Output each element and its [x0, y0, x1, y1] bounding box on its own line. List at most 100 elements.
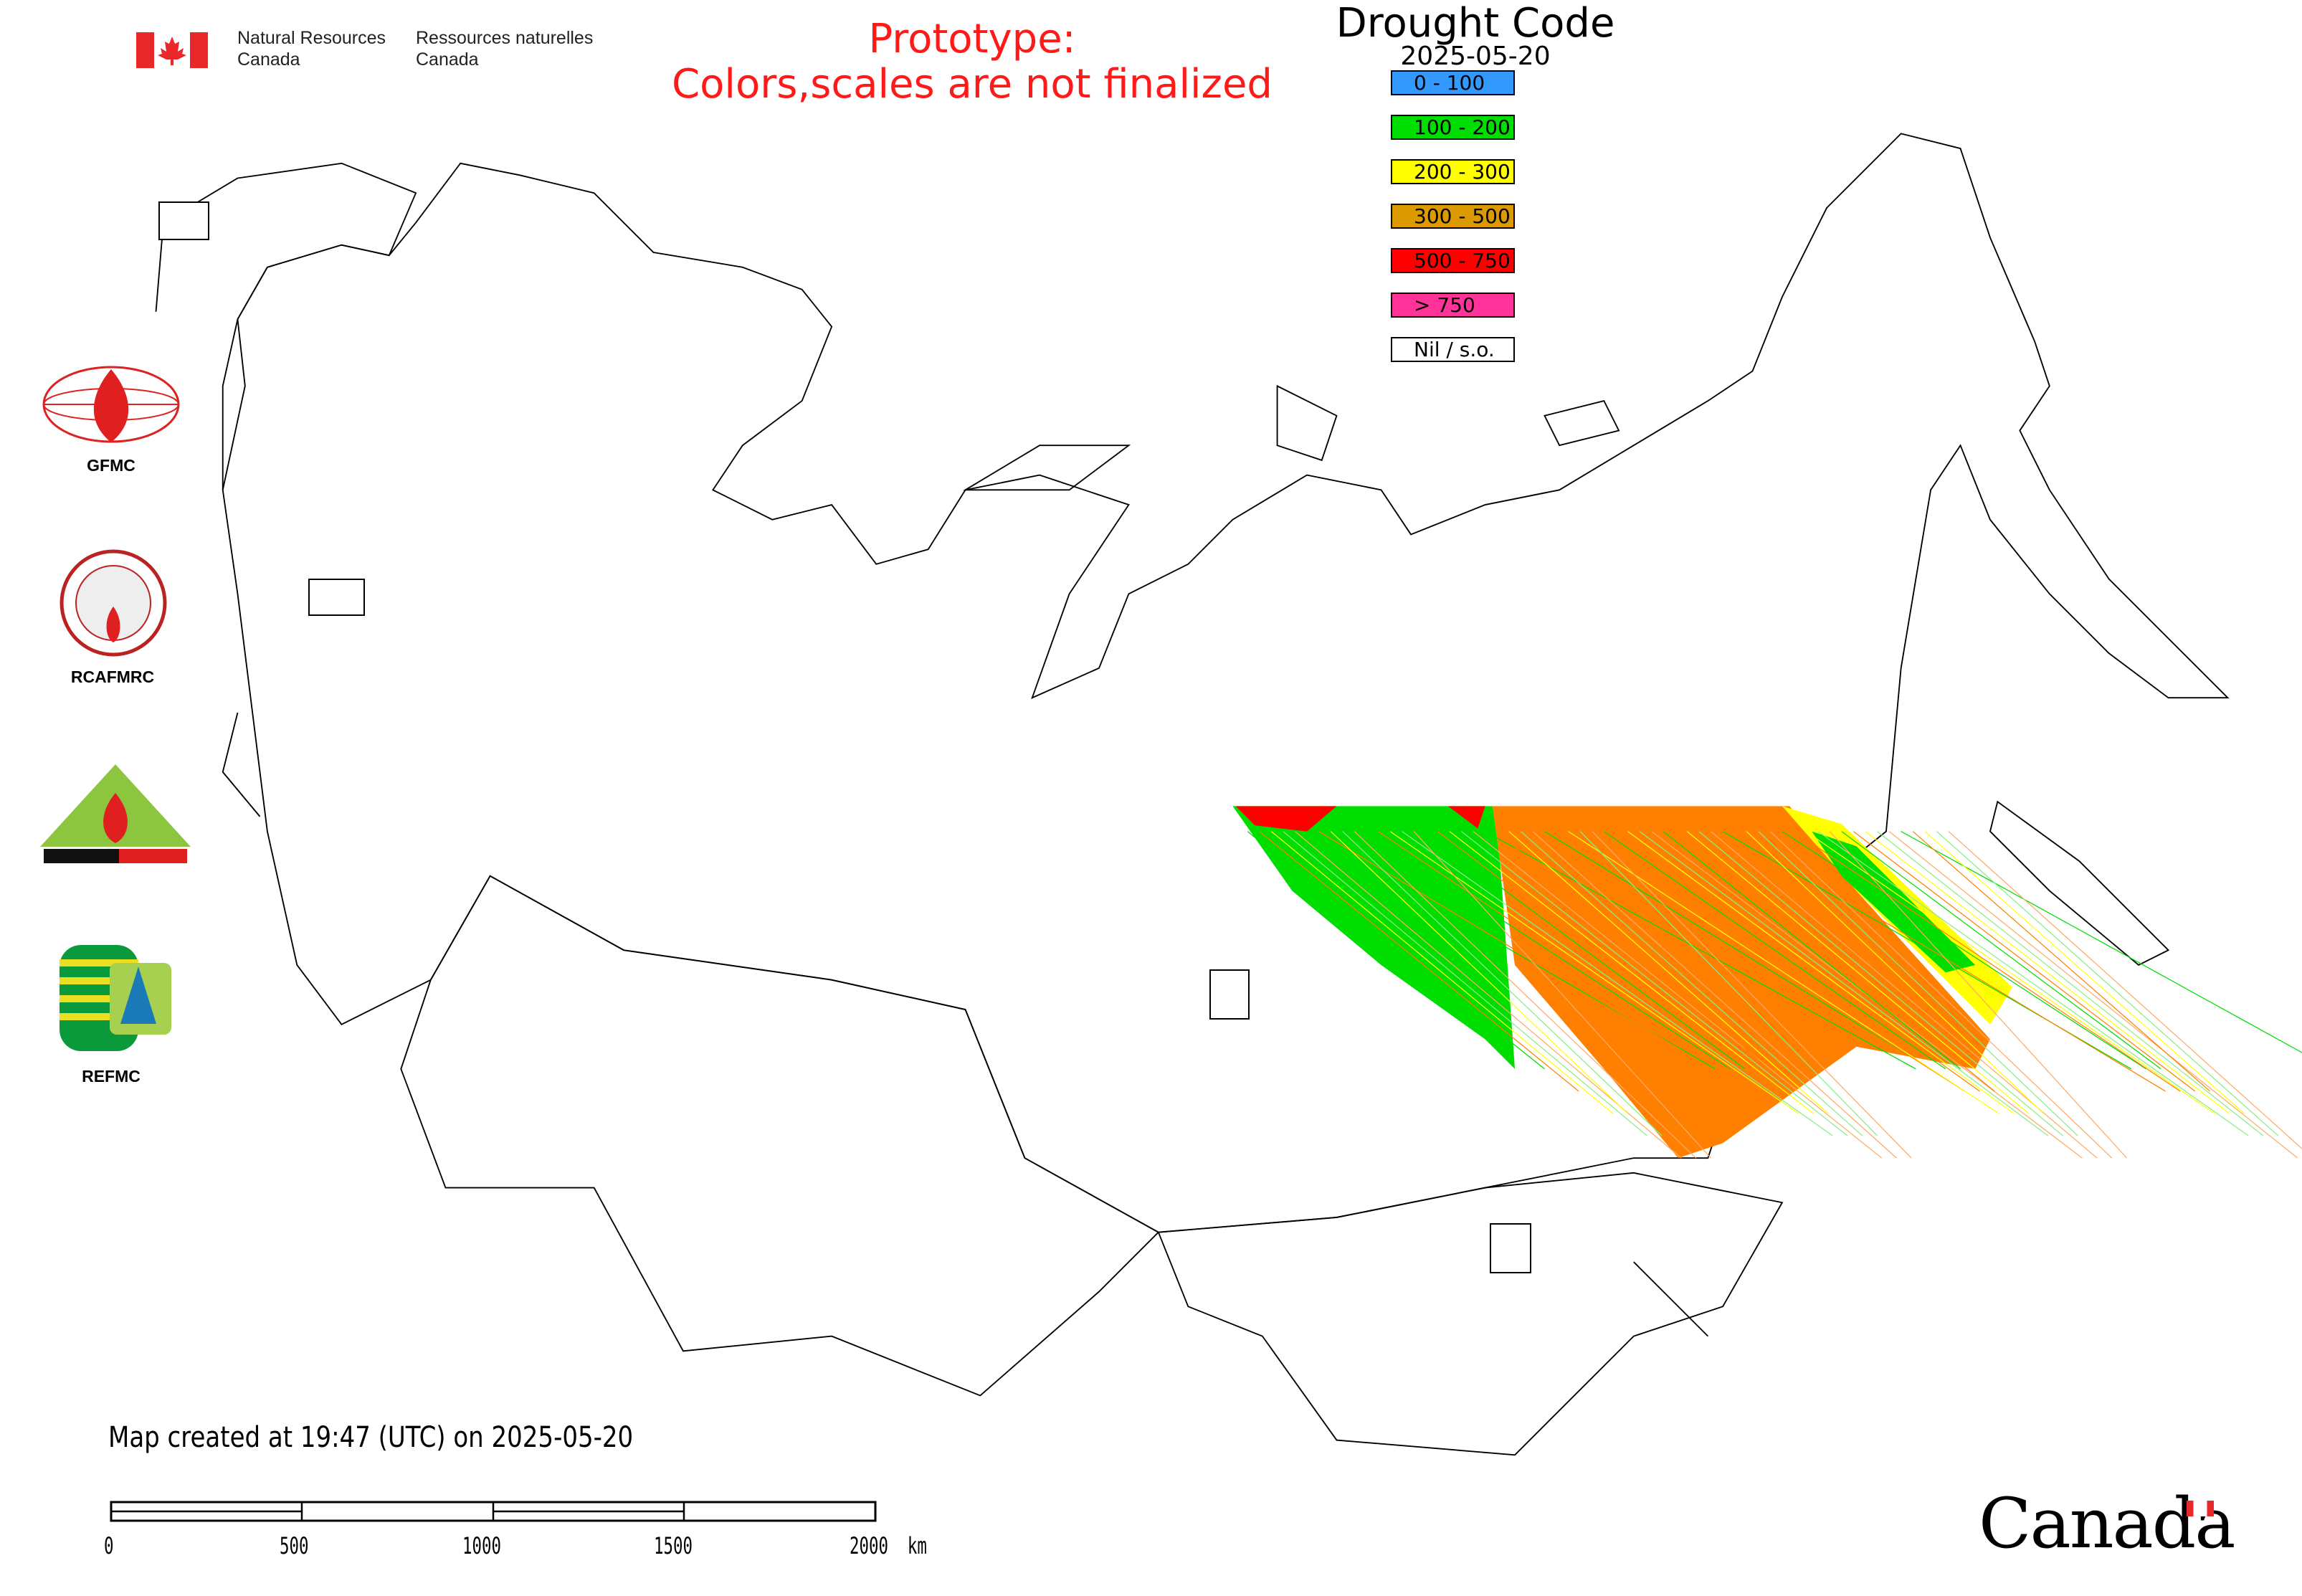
sakhalin-outline [1989, 800, 2170, 966]
fire-zone-orange [1492, 806, 1990, 1159]
fire-hatch-line [1283, 831, 1647, 1136]
agency-en-line1: Natural Resources [237, 28, 386, 48]
fire-hatch-line [1366, 831, 1731, 1070]
fire-hatch-line [1841, 831, 2161, 1070]
rcafmrc-logo [60, 549, 167, 660]
gfmc-map-marker[interactable] [158, 201, 209, 240]
scandinavia-outline [155, 162, 417, 490]
fire-hatch-line [1901, 831, 2302, 1053]
fire-hatch-line [1402, 831, 1833, 1136]
fire-hatch-line [1794, 831, 2181, 1092]
fire-hatch-line [1270, 831, 1614, 1114]
fire-hatch-line [1746, 831, 2044, 1114]
fire-hatch-line [1769, 831, 2113, 1159]
fire-hatch-line [1663, 831, 1961, 1070]
country-borders [155, 133, 2230, 1456]
fire-hatch-line [1782, 831, 2146, 1070]
agency-name-en: Natural Resources Canada [237, 27, 386, 70]
kazakhstan-outline [400, 875, 1160, 1397]
scale-label-500: 500 [280, 1532, 309, 1559]
refmc-map-marker[interactable] [1209, 969, 1250, 1020]
fire-hatch-line [1354, 831, 1697, 1159]
scale-bar [110, 1501, 877, 1522]
agency-name-fr: Ressources naturelles Canada [416, 27, 593, 70]
fire-hatch-line [1592, 831, 1912, 1159]
legend-class-1: 100 - 200 [1391, 115, 1515, 140]
mongolia-outline [1157, 1172, 1784, 1456]
reefmc-logo [40, 764, 191, 868]
fire-hatch-line [1449, 831, 1814, 1114]
fire-hatch-line [1437, 831, 1780, 1092]
fire-hatch-line [1496, 831, 1794, 1092]
fire-hatch-line [1758, 831, 2078, 1136]
fire-hatch-line [1805, 831, 2215, 1114]
fire-zone-green [1232, 806, 1516, 1069]
caspian-outline [222, 712, 261, 817]
severnaya-zemlya-outline [1276, 384, 1620, 462]
legend-class-6: Nil / s.o. [1391, 337, 1515, 362]
canada-wordmark: Canada [1979, 1483, 2235, 1564]
fire-hatch-line [1865, 831, 2230, 1114]
fire-hatch-line [1520, 831, 1863, 1136]
fire-hatch-line [1485, 831, 1916, 1070]
fire-hatch-line [1852, 831, 2196, 1092]
fire-hatch-line [1877, 831, 2264, 1136]
agency-en-line2: Canada [237, 49, 300, 70]
canada-flag-logo [136, 32, 208, 68]
legend-date: 2025-05-20 [1400, 42, 1551, 71]
agency-fr-line2: Canada [416, 49, 479, 70]
fire-hatch-line [1473, 831, 1883, 1159]
scale-label-1500: 1500 [654, 1532, 693, 1559]
scale-label-1000: 1000 [462, 1532, 501, 1559]
fire-hatch-line [1318, 831, 1750, 1092]
fire-hatch-line [1389, 831, 1799, 1114]
legend-class-2: 200 - 300 [1391, 159, 1515, 184]
baikal-outline [1633, 1261, 1709, 1337]
fire-hatch-line [1259, 831, 1579, 1092]
fire-hatch-line [1247, 831, 1545, 1070]
fire-hatch-line [1532, 831, 1897, 1159]
fire-hatch-line [1651, 831, 2083, 1159]
reefmc-map-marker[interactable] [308, 579, 365, 616]
fire-hatch-line [1829, 831, 2128, 1159]
fire-hatch-line [1888, 831, 2298, 1159]
fire-hatch-line [1330, 831, 1628, 1114]
rcafmrc-map-marker[interactable] [1490, 1223, 1531, 1273]
gfmc-logo [42, 364, 181, 448]
prototype-notice-line2: Colors,scales are not finalized [672, 61, 1273, 108]
fire-hatch-line [1378, 831, 1765, 1092]
fire-hatch-line [1817, 831, 2249, 1136]
fire-hatch-line [1461, 831, 1848, 1136]
legend-class-3: 300 - 500 [1391, 204, 1515, 229]
fire-hatch-line [1948, 831, 2302, 1149]
fire-hatch-line [1924, 831, 2245, 1114]
fire-hatch-line [1556, 831, 1966, 1092]
fire-hatch-line [1627, 831, 2015, 1114]
wordmark-flag-icon [2187, 1501, 2214, 1516]
fire-hatch-line [1342, 831, 1663, 1136]
scale-label-2000: 2000 km [850, 1532, 927, 1559]
fire-zone-red-2 [1447, 806, 1485, 829]
legend-class-5: > 750 [1391, 293, 1515, 318]
fire-hatch-line [1615, 831, 1980, 1092]
scale-label-0: 0 [104, 1532, 114, 1559]
legend-title: Drought Code [1336, 0, 1615, 47]
fire-hatch-lines [1247, 831, 2302, 1159]
map-created-timestamp: Map created at 19:47 (UTC) on 2025-05-20 [108, 1421, 634, 1454]
agency-fr-line1: Ressources naturelles [416, 28, 594, 48]
fire-hatch-line [1698, 831, 2063, 1136]
prototype-notice-line1: Prototype: [868, 16, 1076, 62]
legend-class-0: 0 - 100 [1391, 70, 1515, 95]
legend-class-4: 500 - 750 [1391, 248, 1515, 273]
refmc-label: REFMC [82, 1067, 141, 1086]
fire-hatch-line [1508, 831, 1829, 1114]
fire-hatch-line [1734, 831, 2166, 1092]
fire-hatch-line [1579, 831, 1878, 1136]
fire-hatch-line [1675, 831, 1995, 1092]
fire-hatch-line [1413, 831, 1711, 1159]
fire-hatch-line [1639, 831, 2049, 1136]
gfmc-label: GFMC [87, 456, 135, 475]
rcafmrc-label: RCAFMRC [70, 668, 155, 686]
fire-hatch-line [1544, 831, 1931, 1070]
